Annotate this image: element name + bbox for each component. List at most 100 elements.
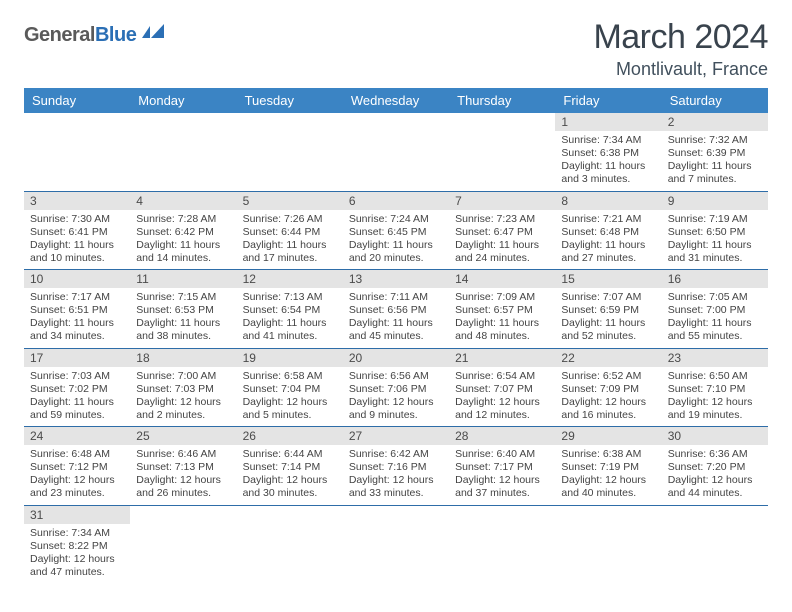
calendar-cell (130, 505, 236, 583)
day-number: 3 (24, 192, 130, 210)
sunrise-text: Sunrise: 7:07 AM (561, 291, 655, 304)
day-number: 6 (343, 192, 449, 210)
day-number: 17 (24, 349, 130, 367)
calendar-cell (343, 505, 449, 583)
day-number: 25 (130, 427, 236, 445)
col-sunday: Sunday (24, 88, 130, 113)
sunset-text: Sunset: 7:04 PM (243, 383, 337, 396)
daylight-text: Daylight: 12 hours and 5 minutes. (243, 396, 337, 422)
sunrise-text: Sunrise: 7:13 AM (243, 291, 337, 304)
sunrise-text: Sunrise: 7:26 AM (243, 213, 337, 226)
day-number: 15 (555, 270, 661, 288)
sunset-text: Sunset: 7:19 PM (561, 461, 655, 474)
sunset-text: Sunset: 6:45 PM (349, 226, 443, 239)
calendar-cell: 13Sunrise: 7:11 AMSunset: 6:56 PMDayligh… (343, 270, 449, 349)
sunrise-text: Sunrise: 6:40 AM (455, 448, 549, 461)
daylight-text: Daylight: 11 hours and 48 minutes. (455, 317, 549, 343)
day-details: Sunrise: 6:46 AMSunset: 7:13 PMDaylight:… (130, 445, 236, 505)
calendar-cell: 26Sunrise: 6:44 AMSunset: 7:14 PMDayligh… (237, 427, 343, 506)
day-details: Sunrise: 6:42 AMSunset: 7:16 PMDaylight:… (343, 445, 449, 505)
sunrise-text: Sunrise: 7:30 AM (30, 213, 124, 226)
sunrise-text: Sunrise: 6:52 AM (561, 370, 655, 383)
sunset-text: Sunset: 7:03 PM (136, 383, 230, 396)
flag-icon (142, 24, 168, 47)
day-number: 1 (555, 113, 661, 131)
header: GeneralBlue March 2024 Montlivault, Fran… (24, 18, 768, 80)
col-monday: Monday (130, 88, 236, 113)
sunset-text: Sunset: 7:09 PM (561, 383, 655, 396)
daylight-text: Daylight: 11 hours and 59 minutes. (30, 396, 124, 422)
daylight-text: Daylight: 11 hours and 24 minutes. (455, 239, 549, 265)
sunrise-text: Sunrise: 6:42 AM (349, 448, 443, 461)
daylight-text: Daylight: 11 hours and 38 minutes. (136, 317, 230, 343)
sunset-text: Sunset: 7:12 PM (30, 461, 124, 474)
daylight-text: Daylight: 12 hours and 33 minutes. (349, 474, 443, 500)
sunset-text: Sunset: 6:48 PM (561, 226, 655, 239)
sunrise-text: Sunrise: 6:50 AM (668, 370, 762, 383)
daylight-text: Daylight: 12 hours and 12 minutes. (455, 396, 549, 422)
day-details: Sunrise: 6:36 AMSunset: 7:20 PMDaylight:… (662, 445, 768, 505)
sunrise-text: Sunrise: 7:21 AM (561, 213, 655, 226)
sunset-text: Sunset: 6:44 PM (243, 226, 337, 239)
calendar-cell: 20Sunrise: 6:56 AMSunset: 7:06 PMDayligh… (343, 348, 449, 427)
day-number: 2 (662, 113, 768, 131)
daylight-text: Daylight: 12 hours and 2 minutes. (136, 396, 230, 422)
calendar-cell: 24Sunrise: 6:48 AMSunset: 7:12 PMDayligh… (24, 427, 130, 506)
day-number: 16 (662, 270, 768, 288)
calendar-cell (662, 505, 768, 583)
daylight-text: Daylight: 11 hours and 41 minutes. (243, 317, 337, 343)
daylight-text: Daylight: 11 hours and 20 minutes. (349, 239, 443, 265)
day-number: 28 (449, 427, 555, 445)
sunrise-text: Sunrise: 7:23 AM (455, 213, 549, 226)
sunset-text: Sunset: 7:13 PM (136, 461, 230, 474)
calendar-cell: 19Sunrise: 6:58 AMSunset: 7:04 PMDayligh… (237, 348, 343, 427)
daylight-text: Daylight: 11 hours and 55 minutes. (668, 317, 762, 343)
daylight-text: Daylight: 11 hours and 45 minutes. (349, 317, 443, 343)
day-details: Sunrise: 7:00 AMSunset: 7:03 PMDaylight:… (130, 367, 236, 427)
day-number: 26 (237, 427, 343, 445)
calendar-cell (130, 113, 236, 191)
calendar-cell: 6 Sunrise: 7:24 AMSunset: 6:45 PMDaylight… (343, 191, 449, 270)
day-details: Sunrise: 7:26 AMSunset: 6:44 PMDaylight:… (237, 210, 343, 270)
calendar-cell: 18Sunrise: 7:00 AMSunset: 7:03 PMDayligh… (130, 348, 236, 427)
calendar-cell: 30Sunrise: 6:36 AMSunset: 7:20 PMDayligh… (662, 427, 768, 506)
sunset-text: Sunset: 6:51 PM (30, 304, 124, 317)
day-details: Sunrise: 6:52 AMSunset: 7:09 PMDaylight:… (555, 367, 661, 427)
day-number: 23 (662, 349, 768, 367)
col-wednesday: Wednesday (343, 88, 449, 113)
col-saturday: Saturday (662, 88, 768, 113)
calendar-cell: 25Sunrise: 6:46 AMSunset: 7:13 PMDayligh… (130, 427, 236, 506)
sunset-text: Sunset: 6:56 PM (349, 304, 443, 317)
sunset-text: Sunset: 7:14 PM (243, 461, 337, 474)
sunset-text: Sunset: 6:38 PM (561, 147, 655, 160)
daylight-text: Daylight: 11 hours and 10 minutes. (30, 239, 124, 265)
sunrise-text: Sunrise: 7:11 AM (349, 291, 443, 304)
sunrise-text: Sunrise: 7:24 AM (349, 213, 443, 226)
location: Montlivault, France (593, 59, 768, 80)
sunrise-text: Sunrise: 7:09 AM (455, 291, 549, 304)
daylight-text: Daylight: 12 hours and 30 minutes. (243, 474, 337, 500)
daylight-text: Daylight: 12 hours and 9 minutes. (349, 396, 443, 422)
calendar-cell: 12Sunrise: 7:13 AMSunset: 6:54 PMDayligh… (237, 270, 343, 349)
sunset-text: Sunset: 8:22 PM (30, 540, 124, 553)
day-details: Sunrise: 7:34 AMSunset: 8:22 PMDaylight:… (24, 524, 130, 584)
day-details: Sunrise: 6:54 AMSunset: 7:07 PMDaylight:… (449, 367, 555, 427)
day-number: 18 (130, 349, 236, 367)
sunset-text: Sunset: 7:10 PM (668, 383, 762, 396)
daylight-text: Daylight: 12 hours and 40 minutes. (561, 474, 655, 500)
day-details: Sunrise: 7:30 AMSunset: 6:41 PMDaylight:… (24, 210, 130, 270)
sunrise-text: Sunrise: 7:17 AM (30, 291, 124, 304)
sunrise-text: Sunrise: 6:54 AM (455, 370, 549, 383)
day-number: 12 (237, 270, 343, 288)
sunset-text: Sunset: 7:06 PM (349, 383, 443, 396)
sunrise-text: Sunrise: 6:56 AM (349, 370, 443, 383)
sunset-text: Sunset: 7:07 PM (455, 383, 549, 396)
day-details: Sunrise: 6:50 AMSunset: 7:10 PMDaylight:… (662, 367, 768, 427)
calendar-cell: 31Sunrise: 7:34 AMSunset: 8:22 PMDayligh… (24, 505, 130, 583)
daylight-text: Daylight: 11 hours and 14 minutes. (136, 239, 230, 265)
day-details: Sunrise: 7:15 AMSunset: 6:53 PMDaylight:… (130, 288, 236, 348)
calendar-table: Sunday Monday Tuesday Wednesday Thursday… (24, 88, 768, 583)
day-number: 29 (555, 427, 661, 445)
day-details: Sunrise: 7:32 AMSunset: 6:39 PMDaylight:… (662, 131, 768, 191)
month-title: March 2024 (593, 18, 768, 57)
